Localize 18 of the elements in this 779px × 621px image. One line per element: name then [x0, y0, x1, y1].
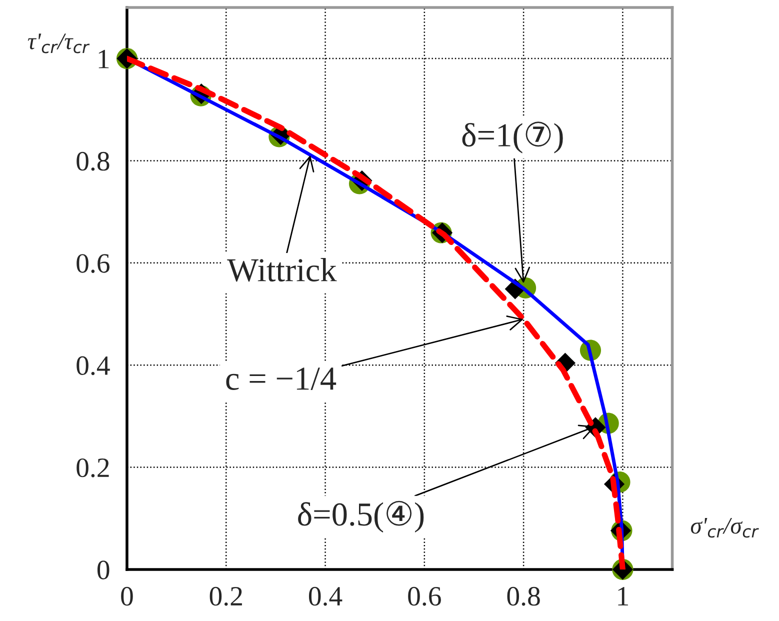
x-axis-title: σ'$_{cr}$/σ$_{cr}$ — [690, 518, 759, 538]
x-tick-label: 0.4 — [308, 586, 342, 606]
y-tick-label: 0.4 — [76, 356, 110, 376]
y-axis-title: τ'$_{cr}$/τ$_{cr}$ — [28, 34, 90, 54]
x-tick-label: 0.8 — [507, 586, 540, 606]
annotation: δ=0.5(④) — [298, 500, 424, 533]
x-tick-label: 0.2 — [210, 586, 242, 606]
y-tick-label: 0.2 — [76, 458, 109, 478]
annotation: δ=1(⑦) — [462, 122, 563, 154]
annotation: c = −1/4 — [226, 368, 336, 390]
x-tick-label: 1 — [618, 587, 628, 606]
annotation: Wittrick — [227, 258, 337, 282]
x-tick-label: 0 — [121, 586, 133, 606]
x-tick-label: 0.6 — [408, 586, 441, 606]
y-tick-label: 0 — [97, 560, 110, 580]
y-tick-label: 1 — [98, 50, 109, 68]
y-tick-label: 0.8 — [76, 152, 110, 171]
y-tick-label: 0.6 — [76, 254, 110, 273]
